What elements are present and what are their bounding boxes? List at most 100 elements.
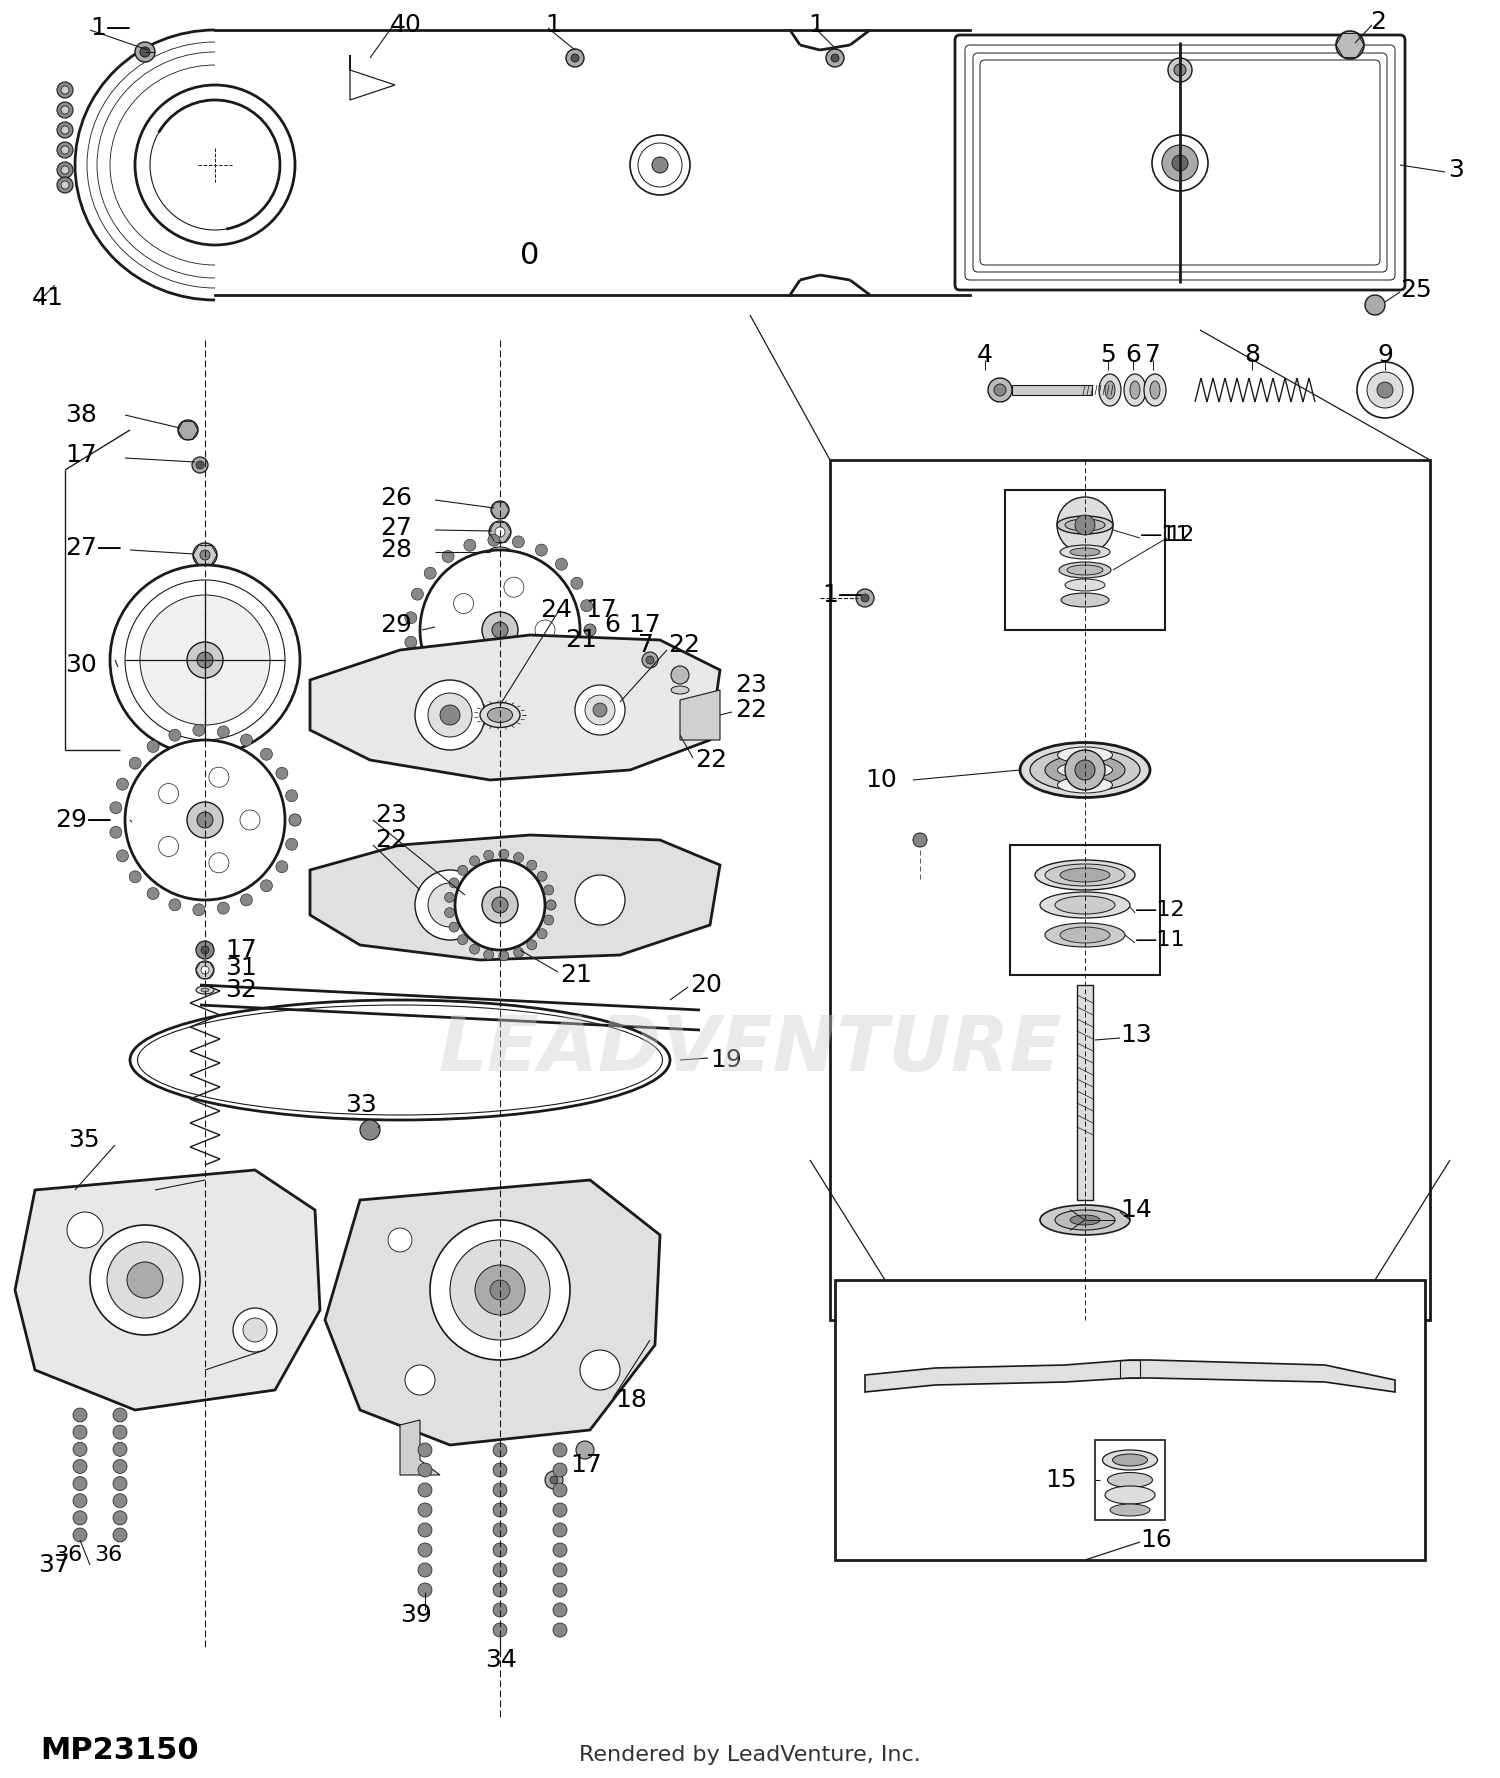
Circle shape: [424, 681, 436, 693]
Polygon shape: [680, 690, 720, 740]
Text: 17: 17: [225, 939, 256, 962]
Circle shape: [420, 549, 580, 709]
Text: 34: 34: [484, 1648, 518, 1671]
Text: 39: 39: [400, 1604, 432, 1627]
Circle shape: [504, 578, 524, 597]
Text: 18: 18: [615, 1389, 646, 1412]
Circle shape: [159, 836, 178, 857]
Circle shape: [188, 802, 224, 837]
Bar: [1005, 491, 1166, 629]
Circle shape: [1065, 750, 1106, 789]
Circle shape: [494, 1582, 507, 1597]
Text: 3: 3: [1448, 158, 1464, 181]
Circle shape: [194, 542, 217, 567]
Circle shape: [74, 1494, 87, 1508]
Ellipse shape: [1124, 373, 1146, 405]
Ellipse shape: [1110, 1504, 1150, 1517]
Circle shape: [209, 766, 230, 788]
Circle shape: [194, 724, 206, 736]
Circle shape: [580, 1350, 620, 1390]
Circle shape: [217, 901, 229, 914]
Circle shape: [124, 740, 285, 900]
Circle shape: [494, 1563, 507, 1577]
Circle shape: [536, 704, 548, 717]
Text: 4: 4: [976, 343, 993, 366]
Circle shape: [537, 928, 548, 939]
Circle shape: [419, 1444, 432, 1456]
Circle shape: [1076, 516, 1095, 535]
Circle shape: [464, 539, 476, 551]
Circle shape: [513, 713, 525, 724]
Circle shape: [442, 697, 454, 709]
Circle shape: [196, 960, 214, 980]
Circle shape: [62, 85, 69, 94]
Circle shape: [526, 861, 537, 869]
Polygon shape: [310, 635, 720, 781]
Bar: [1095, 1440, 1166, 1520]
Bar: [1077, 985, 1094, 1200]
Ellipse shape: [480, 702, 520, 727]
Circle shape: [285, 837, 297, 850]
Circle shape: [476, 1264, 525, 1316]
Ellipse shape: [1065, 519, 1106, 532]
Circle shape: [543, 916, 554, 925]
Circle shape: [513, 852, 523, 862]
Ellipse shape: [1130, 380, 1140, 398]
Ellipse shape: [1070, 1214, 1100, 1225]
Ellipse shape: [1040, 1205, 1130, 1236]
Polygon shape: [865, 1360, 1395, 1392]
Ellipse shape: [1060, 926, 1110, 942]
Circle shape: [74, 1442, 87, 1456]
Circle shape: [576, 1440, 594, 1460]
Circle shape: [646, 656, 654, 663]
Circle shape: [482, 887, 518, 923]
Circle shape: [861, 594, 868, 603]
Ellipse shape: [495, 549, 506, 555]
Circle shape: [117, 850, 129, 862]
Ellipse shape: [1030, 749, 1140, 791]
Circle shape: [62, 107, 69, 114]
Circle shape: [74, 1511, 87, 1526]
Circle shape: [554, 1604, 567, 1616]
Text: 5: 5: [1100, 343, 1116, 366]
Circle shape: [554, 1543, 567, 1558]
Circle shape: [135, 43, 154, 62]
Circle shape: [57, 123, 74, 139]
Circle shape: [57, 162, 74, 178]
Text: —12: —12: [1136, 900, 1185, 919]
Circle shape: [453, 594, 474, 613]
Circle shape: [536, 621, 555, 640]
Circle shape: [630, 135, 690, 196]
Circle shape: [360, 1120, 380, 1140]
Circle shape: [209, 853, 230, 873]
Ellipse shape: [1060, 594, 1108, 606]
Text: 25: 25: [1400, 277, 1431, 302]
Circle shape: [110, 802, 122, 814]
Circle shape: [430, 1220, 570, 1360]
Circle shape: [129, 871, 141, 884]
Circle shape: [504, 663, 524, 683]
Text: —11: —11: [1140, 525, 1191, 546]
Circle shape: [1076, 759, 1095, 781]
Circle shape: [424, 567, 436, 580]
Text: 36: 36: [54, 1545, 82, 1565]
Text: MP23150: MP23150: [40, 1735, 198, 1764]
Circle shape: [642, 653, 658, 669]
Circle shape: [140, 596, 270, 725]
Ellipse shape: [201, 989, 208, 992]
Circle shape: [513, 535, 525, 548]
Circle shape: [90, 1225, 200, 1335]
Ellipse shape: [1113, 1454, 1148, 1467]
Circle shape: [494, 1604, 507, 1616]
Circle shape: [494, 1444, 507, 1456]
Circle shape: [584, 624, 596, 637]
Circle shape: [495, 526, 506, 537]
Ellipse shape: [1065, 580, 1106, 590]
Text: 7: 7: [1144, 343, 1161, 366]
Circle shape: [464, 709, 476, 720]
Circle shape: [261, 749, 273, 761]
Text: 33: 33: [345, 1093, 376, 1117]
Text: 19: 19: [710, 1047, 741, 1072]
Circle shape: [1365, 295, 1384, 315]
Circle shape: [57, 82, 74, 98]
